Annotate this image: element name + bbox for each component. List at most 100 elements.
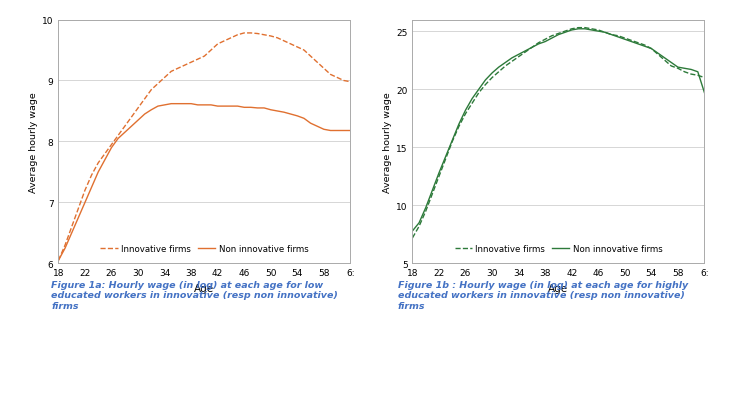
Non innovative firms <box>153 104 162 109</box>
Innovative firms <box>455 125 464 130</box>
Innovative firms <box>260 33 269 38</box>
Non innovative firms <box>107 146 116 151</box>
Non innovative firms <box>448 139 457 144</box>
Non innovative firms <box>226 104 235 109</box>
Innovative firms <box>667 64 676 69</box>
Line: Non innovative firms: Non innovative firms <box>412 30 704 231</box>
Innovative firms <box>653 53 662 58</box>
X-axis label: Age: Age <box>548 283 569 293</box>
Innovative firms <box>434 174 443 179</box>
Innovative firms <box>561 29 569 34</box>
Non innovative firms <box>120 130 129 135</box>
Innovative firms <box>488 76 496 81</box>
Non innovative firms <box>346 129 355 134</box>
Innovative firms <box>94 161 103 166</box>
Innovative firms <box>74 207 82 211</box>
Innovative firms <box>448 139 457 144</box>
Non innovative firms <box>640 45 649 49</box>
Innovative firms <box>120 124 129 129</box>
Non innovative firms <box>554 33 563 38</box>
Innovative firms <box>421 209 430 214</box>
Innovative firms <box>339 79 348 84</box>
Non innovative firms <box>94 170 103 175</box>
Non innovative firms <box>461 108 470 113</box>
Non innovative firms <box>580 27 589 32</box>
Non innovative firms <box>174 102 182 107</box>
Non innovative firms <box>333 129 342 134</box>
Non innovative firms <box>601 31 610 36</box>
Non innovative firms <box>408 229 417 234</box>
Innovative firms <box>140 97 149 102</box>
Non innovative firms <box>114 137 123 142</box>
Innovative firms <box>634 41 642 46</box>
Innovative firms <box>614 34 623 39</box>
Innovative firms <box>640 43 649 48</box>
Innovative firms <box>207 48 215 53</box>
Innovative firms <box>160 76 169 81</box>
Text: Figure 1a: Hourly wage (in log) at each age for low
educated workers in innovati: Figure 1a: Hourly wage (in log) at each … <box>51 280 338 310</box>
Non innovative firms <box>488 71 496 76</box>
Non innovative firms <box>514 53 523 58</box>
Innovative firms <box>280 39 288 44</box>
Non innovative firms <box>299 117 308 121</box>
Non innovative firms <box>273 109 282 114</box>
Innovative firms <box>299 48 308 53</box>
Innovative firms <box>528 46 537 51</box>
Innovative firms <box>674 67 683 72</box>
Innovative firms <box>153 82 162 87</box>
Innovative firms <box>627 39 636 44</box>
Non innovative firms <box>620 38 629 43</box>
Non innovative firms <box>627 40 636 45</box>
Innovative firms <box>408 236 417 241</box>
Innovative firms <box>514 55 523 60</box>
Non innovative firms <box>233 104 242 109</box>
Line: Non innovative firms: Non innovative firms <box>58 104 350 261</box>
Innovative firms <box>180 64 189 69</box>
Non innovative firms <box>434 171 443 176</box>
Non innovative firms <box>61 246 69 251</box>
Innovative firms <box>266 34 275 39</box>
Innovative firms <box>233 33 242 38</box>
Non innovative firms <box>293 114 301 119</box>
Innovative firms <box>647 47 656 52</box>
Non innovative firms <box>653 52 662 56</box>
Non innovative firms <box>74 216 82 220</box>
Non innovative firms <box>634 43 642 47</box>
Non innovative firms <box>266 108 275 113</box>
Non innovative firms <box>594 29 603 34</box>
Non innovative firms <box>213 104 222 109</box>
Innovative firms <box>286 43 295 47</box>
Non innovative firms <box>101 158 110 163</box>
Non innovative firms <box>160 103 169 108</box>
Non innovative firms <box>468 97 477 102</box>
Innovative firms <box>247 31 255 36</box>
Innovative firms <box>474 91 483 96</box>
Innovative firms <box>521 50 530 55</box>
Non innovative firms <box>87 185 96 190</box>
Non innovative firms <box>247 106 255 110</box>
Non innovative firms <box>280 110 288 115</box>
Innovative firms <box>187 61 196 65</box>
Innovative firms <box>326 73 335 78</box>
Non innovative firms <box>428 188 437 193</box>
Non innovative firms <box>474 88 483 92</box>
Innovative firms <box>293 45 301 50</box>
Non innovative firms <box>667 61 676 66</box>
Innovative firms <box>61 243 69 248</box>
Non innovative firms <box>687 68 696 73</box>
Innovative firms <box>554 32 563 37</box>
Innovative firms <box>541 38 550 43</box>
Non innovative firms <box>220 104 228 109</box>
Innovative firms <box>428 192 437 197</box>
Non innovative firms <box>660 56 669 61</box>
Non innovative firms <box>647 47 656 52</box>
Innovative firms <box>567 27 576 32</box>
Non innovative firms <box>167 102 176 107</box>
Text: Figure 1b : Hourly wage (in log) at each age for highly
educated workers in inno: Figure 1b : Hourly wage (in log) at each… <box>398 280 688 310</box>
Non innovative firms <box>187 102 196 107</box>
Innovative firms <box>441 157 450 162</box>
Innovative firms <box>147 88 155 93</box>
Innovative firms <box>660 58 669 63</box>
Innovative firms <box>601 31 610 36</box>
Innovative firms <box>594 28 603 33</box>
